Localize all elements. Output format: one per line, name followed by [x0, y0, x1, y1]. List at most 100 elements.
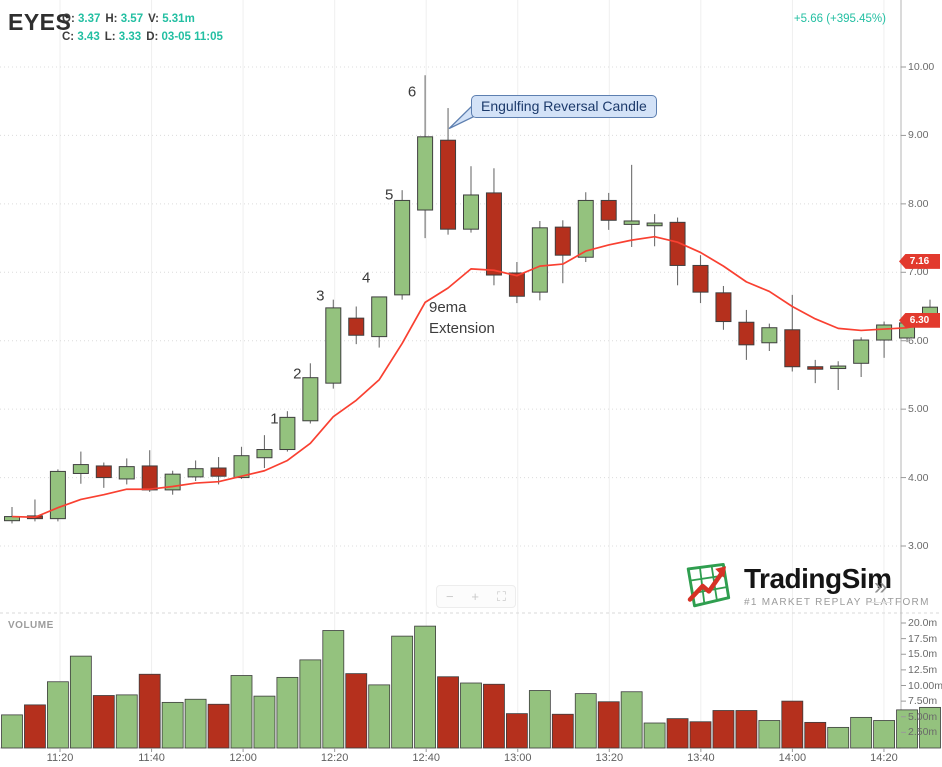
candle-11:55[interactable] — [233, 455, 250, 479]
candle-11:20[interactable] — [72, 464, 89, 474]
candle-12:55[interactable] — [508, 272, 525, 297]
time-tick-label: 12:00 — [229, 752, 257, 764]
volume-bar-14:05[interactable] — [827, 726, 850, 749]
candle-13:15[interactable] — [600, 199, 617, 221]
volume-bar-12:05[interactable] — [276, 676, 299, 749]
price-tick-label: 10.00 — [908, 61, 935, 73]
candle-13:30[interactable] — [669, 221, 686, 266]
candle-13:25[interactable] — [646, 222, 663, 227]
candle-13:50[interactable] — [761, 327, 778, 344]
volume-bar-11:25[interactable] — [92, 695, 115, 749]
volume-bar-11:55[interactable] — [230, 675, 253, 749]
time-tick-label: 14:00 — [778, 752, 807, 764]
volume-bar-14:00[interactable] — [804, 721, 827, 749]
candle-12:00[interactable] — [256, 449, 273, 459]
candle-11:50[interactable] — [210, 467, 227, 477]
volume-bar-11:15[interactable] — [47, 681, 69, 749]
candle-13:20[interactable] — [623, 220, 640, 225]
volume-bar-12:20[interactable] — [345, 673, 368, 749]
candle-14:05[interactable] — [830, 365, 847, 370]
volume-bar-11:50[interactable] — [207, 703, 230, 749]
volume-bar-12:10[interactable] — [299, 659, 322, 749]
candle-12:45[interactable] — [463, 194, 479, 230]
zoom-toolbar: − + ⛶ — [436, 585, 516, 608]
time-tick-label: 12:20 — [320, 752, 349, 764]
volume-bar-11:10[interactable] — [24, 704, 46, 749]
expand-panel-chevron-icon[interactable]: » — [869, 574, 893, 603]
price-tick-label: 7.00 — [908, 266, 929, 279]
volume-bar-12:55[interactable] — [505, 713, 528, 749]
volume-bar-12:35[interactable] — [414, 625, 437, 749]
wave-number-annotation-3[interactable]: 3 — [316, 287, 325, 305]
volume-tick-label: 2.50m — [908, 726, 938, 739]
candle-12:10[interactable] — [302, 377, 319, 422]
candle-13:10[interactable] — [577, 199, 594, 258]
candle-12:40[interactable] — [440, 139, 457, 230]
reset-view-icon[interactable]: ⛶ — [496, 589, 507, 604]
zoom-in-icon[interactable]: + — [471, 589, 480, 604]
volume-bar-13:50[interactable] — [758, 720, 781, 749]
high-value: 3.57 — [120, 13, 144, 25]
volume-bar-11:40[interactable] — [161, 701, 184, 749]
ohlc-readout: O: 3.37 H: 3.57 V: 5.31m C: 3.43 L: 3.33 D: … — [62, 10, 228, 46]
volume-tick-label: 17.5m — [908, 632, 938, 645]
volume-bar-13:25[interactable] — [643, 722, 666, 749]
candle-12:20[interactable] — [348, 317, 365, 336]
volume-value: 5.31m — [162, 13, 195, 25]
volume-bar-12:45[interactable] — [460, 682, 482, 749]
candle-13:45[interactable] — [738, 321, 755, 346]
candle-11:30[interactable] — [118, 466, 135, 480]
candle-12:50[interactable] — [485, 192, 502, 276]
time-tick-label: 11:20 — [46, 752, 74, 764]
candle-11:45[interactable] — [187, 468, 204, 478]
wave-number-annotation-5[interactable]: 5 — [384, 186, 394, 204]
volume-bar-13:10[interactable] — [574, 693, 597, 749]
price-tick-label: 3.00 — [908, 540, 929, 552]
volume-bar-14:25[interactable] — [919, 706, 941, 749]
zoom-out-icon[interactable]: − — [445, 589, 454, 604]
wave-number-annotation-6[interactable]: 6 — [407, 83, 417, 101]
volume-bar-13:05[interactable] — [551, 713, 574, 749]
volume-bar-11:30[interactable] — [115, 694, 138, 749]
volume-bar-13:40[interactable] — [712, 710, 735, 749]
time-tick-label: 13:00 — [503, 752, 532, 764]
volume-bar-13:20[interactable] — [620, 691, 643, 749]
wave-number-annotation-4[interactable]: 4 — [362, 269, 371, 287]
candle-12:35[interactable] — [417, 136, 434, 211]
candle-12:15[interactable] — [325, 307, 342, 384]
candle-13:35[interactable] — [692, 264, 709, 293]
volume-bar-12:25[interactable] — [368, 684, 391, 749]
volume-bar-14:20[interactable] — [896, 709, 918, 749]
candle-13:55[interactable] — [784, 329, 801, 368]
volume-bar-11:45[interactable] — [184, 698, 207, 749]
volume-bar-11:05[interactable] — [1, 714, 23, 749]
candle-13:40[interactable] — [715, 292, 732, 323]
volume-bar-12:15[interactable] — [322, 630, 345, 749]
volume-bar-14:10[interactable] — [850, 716, 873, 749]
candle-11:25[interactable] — [95, 465, 112, 479]
volume-bar-12:30[interactable] — [391, 635, 414, 749]
wave-number-annotation-1[interactable]: 1 — [270, 410, 279, 428]
volume-bar-12:00[interactable] — [253, 695, 276, 749]
price-badge-7.16: 7.16 — [899, 253, 940, 269]
candle-12:30[interactable] — [394, 199, 411, 296]
volume-bar-12:40[interactable] — [437, 676, 459, 749]
volume-bar-13:00[interactable] — [528, 690, 551, 749]
volume-bar-13:30[interactable] — [666, 718, 689, 749]
candle-14:00[interactable] — [807, 366, 824, 370]
engulfing-callout-annotation[interactable]: Engulfing Reversal Candle — [471, 95, 657, 118]
candle-12:25[interactable] — [371, 296, 388, 338]
ema-extension-annotation[interactable]: 9ema Extension — [429, 299, 495, 337]
volume-bar-12:50[interactable] — [483, 683, 505, 749]
candle-12:05[interactable] — [279, 416, 296, 451]
time-tick-label: 14:20 — [870, 752, 898, 764]
candle-13:00[interactable] — [531, 227, 548, 293]
candle-13:05[interactable] — [554, 226, 571, 256]
volume-bar-13:15[interactable] — [597, 701, 620, 749]
candle-14:10[interactable] — [853, 339, 870, 364]
wave-number-annotation-2[interactable]: 2 — [293, 365, 302, 383]
volume-bar-11:20[interactable] — [69, 655, 92, 749]
volume-bar-11:35[interactable] — [138, 673, 161, 749]
volume-bar-13:45[interactable] — [735, 710, 758, 749]
